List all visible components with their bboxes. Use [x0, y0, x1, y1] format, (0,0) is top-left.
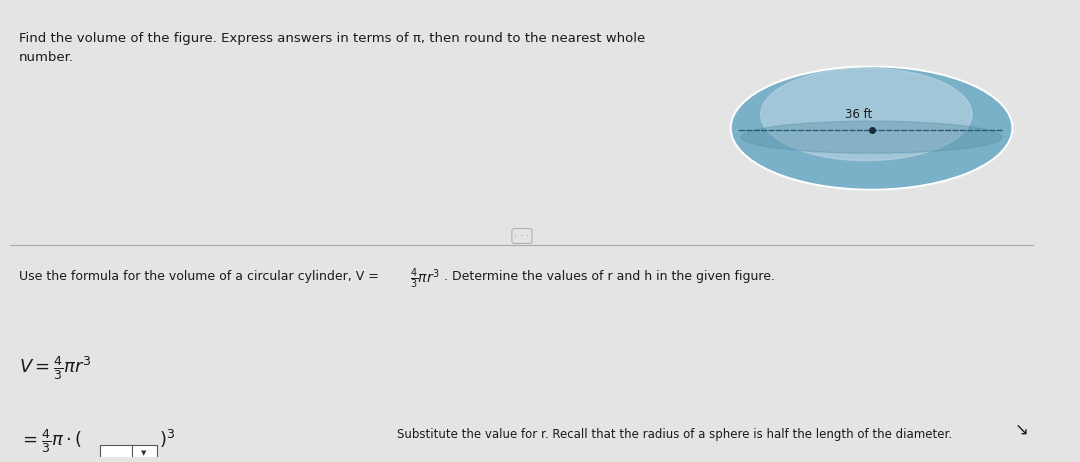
Text: 36 ft: 36 ft: [846, 108, 873, 121]
FancyBboxPatch shape: [100, 445, 134, 462]
Circle shape: [731, 67, 1013, 190]
Text: $)^3$: $)^3$: [159, 427, 175, 450]
Text: $\frac{4}{3}\pi r^3$: $\frac{4}{3}\pi r^3$: [410, 267, 441, 291]
Text: $= \frac{4}{3}\pi \cdot ($: $= \frac{4}{3}\pi \cdot ($: [18, 427, 82, 456]
Circle shape: [760, 68, 972, 161]
Ellipse shape: [741, 121, 1002, 153]
Text: Find the volume of the figure. Express answers in terms of π, then round to the : Find the volume of the figure. Express a…: [18, 32, 645, 64]
Text: Use the formula for the volume of a circular cylinder, V =: Use the formula for the volume of a circ…: [18, 270, 382, 283]
Text: ↘: ↘: [1014, 421, 1028, 439]
Text: Substitute the value for r. Recall that the radius of a sphere is half the lengt: Substitute the value for r. Recall that …: [396, 427, 951, 441]
FancyBboxPatch shape: [132, 445, 157, 462]
Text: . Determine the values of r and h in the given figure.: . Determine the values of r and h in the…: [444, 270, 774, 283]
Text: ▼: ▼: [141, 450, 147, 456]
Text: · · ·: · · ·: [514, 231, 529, 241]
Text: $V = \frac{4}{3}\pi r^3$: $V = \frac{4}{3}\pi r^3$: [18, 354, 92, 382]
